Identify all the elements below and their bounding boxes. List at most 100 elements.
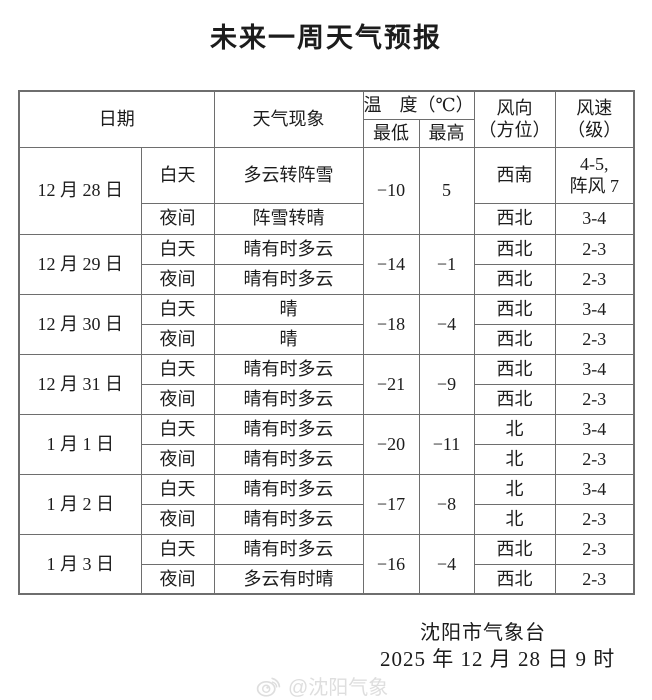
temp-max-cell: 5 xyxy=(418,146,475,235)
table-row: 夜间 晴有时多云 西北 2-3 xyxy=(19,263,635,295)
weather-cell: 晴有时多云 xyxy=(213,383,364,415)
wind-speed-cell: 3-4 xyxy=(554,293,635,325)
wind-dir-cell: 北 xyxy=(473,473,556,505)
date-cell: 12 月 31 日 xyxy=(18,353,142,415)
header-temperature: 温 度（℃） xyxy=(362,90,475,120)
header-date: 日期 xyxy=(18,90,215,148)
temp-min-cell: −17 xyxy=(362,473,420,535)
weather-cell: 晴有时多云 xyxy=(213,473,364,505)
issuing-station: 沈阳市气象台 xyxy=(420,622,546,644)
watermark: @沈阳气象 xyxy=(256,671,388,700)
wind-speed-cell: 2-3 xyxy=(554,503,635,535)
table-row: 夜间 晴有时多云 北 2-3 xyxy=(19,503,635,535)
period-cell: 白天 xyxy=(140,233,215,265)
date-cell: 12 月 29 日 xyxy=(18,233,142,295)
table-row: 12 月 29 日 白天 晴有时多云 −14 −1 西北 2-3 xyxy=(18,233,635,295)
weather-cell: 多云转阵雪 xyxy=(213,146,364,204)
header-temp-min: 最低 xyxy=(362,118,420,148)
wind-dir-cell: 西北 xyxy=(473,293,556,325)
wind-dir-cell: 西北 xyxy=(473,202,556,235)
period-cell: 夜间 xyxy=(140,383,215,415)
date-cell: 1 月 1 日 xyxy=(18,413,142,475)
wind-speed-cell: 2-3 xyxy=(554,563,635,595)
table-row: 夜间 晴有时多云 西北 2-3 xyxy=(19,383,635,415)
period-cell: 夜间 xyxy=(140,323,215,355)
date-cell: 1 月 3 日 xyxy=(18,533,142,595)
period-cell: 夜间 xyxy=(140,202,215,235)
period-cell: 白天 xyxy=(140,533,215,565)
wind-speed-cell: 2-3 xyxy=(554,233,635,265)
table-body: 12 月 28 日 白天 多云转阵雪 −10 5 西南 4-5, 阵风 7 夜间… xyxy=(18,146,635,595)
weather-cell: 晴有时多云 xyxy=(213,233,364,265)
wind-speed-cell: 4-5, 阵风 7 xyxy=(554,146,635,204)
period-cell: 白天 xyxy=(140,293,215,325)
period-cell: 夜间 xyxy=(140,563,215,595)
table-row: 夜间 阵雪转晴 西北 3-4 xyxy=(19,202,635,235)
temp-max-cell: −4 xyxy=(418,293,475,355)
wind-speed-cell: 2-3 xyxy=(554,323,635,355)
table-row: 12 月 28 日 白天 多云转阵雪 −10 5 西南 4-5, 阵风 7 xyxy=(18,146,635,235)
period-cell: 白天 xyxy=(140,473,215,505)
period-cell: 白天 xyxy=(140,353,215,385)
issue-datetime: 2025 年 12 月 28 日 9 时 xyxy=(380,647,616,671)
wind-dir-cell: 西南 xyxy=(473,146,556,204)
wind-dir-cell: 西北 xyxy=(473,323,556,355)
date-cell: 12 月 28 日 xyxy=(18,146,142,235)
weather-cell: 多云有时晴 xyxy=(213,563,364,595)
period-cell: 白天 xyxy=(140,146,215,204)
temp-min-cell: −16 xyxy=(362,533,420,595)
wind-speed-cell: 2-3 xyxy=(554,443,635,475)
weibo-icon xyxy=(256,674,282,698)
wind-dir-cell: 北 xyxy=(473,503,556,535)
weather-cell: 晴有时多云 xyxy=(213,263,364,295)
weather-cell: 晴有时多云 xyxy=(213,533,364,565)
period-cell: 夜间 xyxy=(140,443,215,475)
weather-cell: 晴有时多云 xyxy=(213,353,364,385)
wind-dir-cell: 北 xyxy=(473,413,556,445)
table-row: 1 月 2 日 白天 晴有时多云 −17 −8 北 3-4 xyxy=(18,473,635,535)
weather-cell: 晴有时多云 xyxy=(213,503,364,535)
table-row: 夜间 晴 西北 2-3 xyxy=(19,323,635,355)
wind-speed-cell: 3-4 xyxy=(554,473,635,505)
temp-max-cell: −8 xyxy=(418,473,475,535)
forecast-table: 日期 天气现象 温 度（℃） 风向 （方位） 风速 （级） 最低 最高 12 月… xyxy=(18,90,636,595)
table-row: 1 月 3 日 白天 晴有时多云 −16 −4 西北 2-3 xyxy=(18,533,635,595)
temp-max-cell: −11 xyxy=(418,413,475,475)
table-row: 夜间 晴有时多云 北 2-3 xyxy=(19,443,635,475)
page-title: 未来一周天气预报 xyxy=(210,23,442,53)
header-weather: 天气现象 xyxy=(213,90,364,148)
wind-dir-cell: 西北 xyxy=(473,383,556,415)
header-wind-direction: 风向 （方位） xyxy=(473,90,556,148)
watermark-text: @沈阳气象 xyxy=(288,677,389,699)
header-row-2: 最低 最高 xyxy=(19,118,634,148)
wind-dir-cell: 西北 xyxy=(473,353,556,385)
temp-min-cell: −20 xyxy=(362,413,420,475)
wind-dir-cell: 北 xyxy=(473,443,556,475)
weather-cell: 阵雪转晴 xyxy=(213,202,364,235)
date-cell: 1 月 2 日 xyxy=(18,473,142,535)
wind-speed-cell: 3-4 xyxy=(554,202,635,235)
header-temp-max: 最高 xyxy=(418,118,475,148)
weather-cell: 晴 xyxy=(213,323,364,355)
weather-cell: 晴有时多云 xyxy=(213,443,364,475)
wind-speed-cell: 2-3 xyxy=(554,533,635,565)
temp-min-cell: −14 xyxy=(362,233,420,295)
temp-min-cell: −21 xyxy=(362,353,420,415)
table-row: 夜间 多云有时晴 西北 2-3 xyxy=(19,563,635,595)
temp-max-cell: −9 xyxy=(418,353,475,415)
period-cell: 夜间 xyxy=(140,263,215,295)
wind-speed-cell: 3-4 xyxy=(554,413,635,445)
header-wind-speed: 风速 （级） xyxy=(554,90,635,148)
temp-min-cell: −10 xyxy=(362,146,420,235)
wind-speed-cell: 3-4 xyxy=(554,353,635,385)
wind-dir-cell: 西北 xyxy=(473,533,556,565)
temp-max-cell: −1 xyxy=(418,233,475,295)
wind-dir-cell: 西北 xyxy=(473,563,556,595)
temp-min-cell: −18 xyxy=(362,293,420,355)
wind-dir-cell: 西北 xyxy=(473,263,556,295)
period-cell: 白天 xyxy=(140,413,215,445)
header-row-1: 日期 天气现象 温 度（℃） 风向 （方位） 风速 （级） xyxy=(18,90,635,148)
table-row: 12 月 30 日 白天 晴 −18 −4 西北 3-4 xyxy=(18,293,635,355)
weather-cell: 晴有时多云 xyxy=(213,413,364,445)
weather-cell: 晴 xyxy=(213,293,364,325)
